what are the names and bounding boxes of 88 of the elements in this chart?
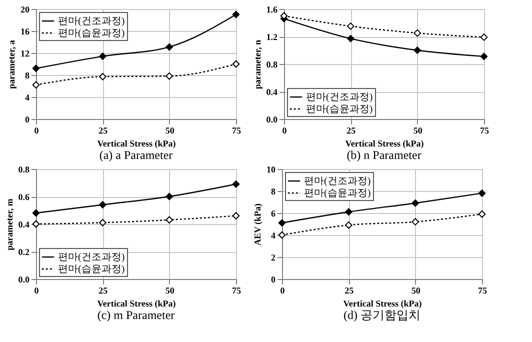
x-tick-label: 50 [413, 126, 423, 136]
text: (d) 공기함입치 [344, 308, 420, 322]
y-axis-title: parameter, a [6, 40, 16, 89]
point [347, 22, 354, 30]
x-axis-title: Vertical Stress (kPa) [345, 138, 424, 148]
x-tick-label: 50 [165, 126, 175, 136]
y-tick-label: 0 [271, 274, 276, 284]
point [232, 180, 240, 188]
x-axis-title: Vertical Stress (kPa) [343, 298, 422, 308]
point [480, 52, 488, 60]
y-tick-label: 8 [25, 70, 30, 80]
x-tick-label: 0 [34, 286, 40, 296]
x-tick-label: 0 [282, 126, 288, 136]
y-tick-label: 0.8 [266, 60, 278, 70]
point [99, 52, 106, 60]
point [232, 10, 240, 18]
y-tick-label: 4 [271, 230, 276, 240]
y-tick-label: 10 [266, 164, 276, 174]
point [278, 219, 286, 227]
y-tick-label: 0.0 [266, 114, 278, 124]
x-tick-label: 0 [280, 286, 286, 296]
text: (a) a Parameter [99, 148, 173, 162]
point [412, 218, 419, 226]
y-axis-title: AEV (kPa) [252, 203, 262, 246]
point [32, 220, 40, 228]
point [99, 201, 106, 208]
legend-label: 편마(습윤과정) [304, 188, 371, 199]
y-tick-label: 2 [271, 252, 276, 262]
point [278, 231, 286, 239]
point [99, 72, 106, 80]
x-tick-label: 25 [344, 286, 354, 296]
y-tick-label: 0.4 [266, 87, 278, 97]
y-axis-title: parameter, m [4, 198, 14, 250]
y-tick-label: 1.2 [266, 32, 278, 42]
x-tick-label: 25 [346, 126, 356, 136]
point [478, 210, 486, 218]
x-tick-label: 75 [478, 286, 488, 296]
y-tick-label: 0.0 [18, 274, 30, 284]
point [478, 190, 486, 197]
y-tick-label: 8 [271, 186, 276, 196]
point [166, 72, 173, 80]
text: (b) n Parameter [346, 148, 422, 162]
text: (c) m Parameter [97, 308, 175, 322]
x-tick-label: 75 [232, 126, 242, 136]
point [232, 212, 240, 220]
point [347, 34, 354, 42]
point [414, 29, 421, 37]
legend-label: 편마(습윤과정) [58, 28, 125, 39]
legend-label: 편마(건조과정) [58, 16, 125, 27]
y-tick-label: 12 [20, 48, 30, 58]
x-tick-label: 25 [98, 286, 108, 296]
x-tick-label: 50 [411, 286, 421, 296]
y-tick-label: 16 [20, 26, 30, 36]
x-tick-label: 25 [98, 126, 108, 136]
legend-label: 편마(건조과정) [58, 252, 125, 263]
legend-label: 편마(습윤과정) [306, 104, 373, 115]
legend-label: 편마(습윤과정) [58, 264, 125, 275]
point [412, 199, 419, 207]
x-tick-label: 0 [34, 126, 40, 136]
x-tick-label: 75 [232, 286, 242, 296]
y-tick-label: 0.4 [18, 220, 30, 230]
y-tick-label: 0.2 [18, 247, 30, 257]
x-axis-title: Vertical Stress (kPa) [97, 138, 176, 148]
x-axis-title: Vertical Stress (kPa) [97, 298, 176, 308]
y-axis-title: parameter, n [252, 40, 262, 90]
x-tick-label: 50 [165, 286, 175, 296]
point [166, 216, 173, 224]
point [232, 60, 240, 68]
point [32, 209, 40, 217]
legend-label: 편마(건조과정) [304, 176, 371, 187]
y-tick-label: 1.6 [266, 4, 278, 14]
point [99, 218, 106, 226]
point [166, 43, 173, 51]
x-tick-label: 75 [480, 126, 490, 136]
y-tick-label: 0.8 [18, 164, 30, 174]
legend-label: 편마(건조과정) [306, 92, 373, 103]
point [480, 34, 488, 41]
point [414, 46, 421, 54]
point [32, 64, 40, 72]
y-tick-label: 0.6 [18, 192, 30, 202]
y-tick-label: 0 [25, 114, 30, 124]
y-tick-label: 4 [25, 92, 30, 102]
y-tick-label: 20 [20, 4, 30, 14]
point [345, 221, 352, 229]
y-tick-label: 6 [271, 208, 276, 218]
point [166, 192, 173, 200]
point [32, 81, 40, 89]
point [345, 208, 352, 216]
